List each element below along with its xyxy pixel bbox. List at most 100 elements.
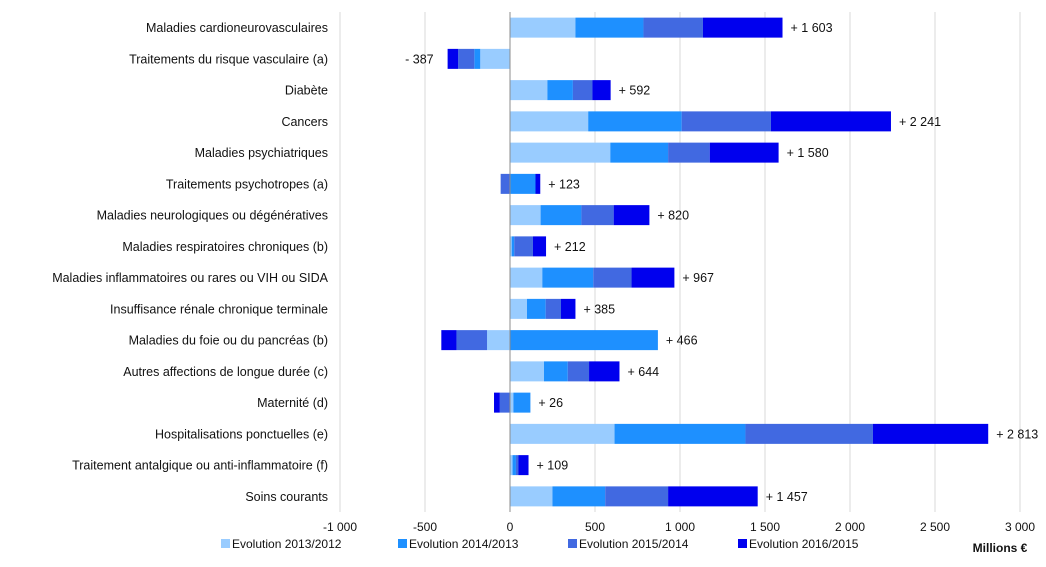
axes: -1 000 -500 0 500 1 000 1 500 2 000 2 500 3 000 M… <box>323 12 1035 555</box>
x-tick-label: 0 <box>507 520 514 534</box>
bar-segment <box>511 236 515 257</box>
bar-segment <box>770 111 891 132</box>
bar-segment <box>487 330 510 351</box>
x-tick-label: 1 000 <box>665 520 695 534</box>
bar-segment <box>572 80 593 101</box>
bar-segment <box>512 455 516 476</box>
bar-segment <box>588 111 682 132</box>
category-label: Autres affections de longue durée (c) <box>123 365 328 379</box>
total-label: + 466 <box>666 334 698 348</box>
bar-segment <box>510 298 527 319</box>
category-label: Traitement antalgique ou anti-inflammato… <box>72 459 328 473</box>
x-tick-label: 3 000 <box>1005 520 1035 534</box>
category-label: Maladies respiratoires chroniques (b) <box>122 240 328 254</box>
bars <box>441 17 989 507</box>
bar-segment <box>544 361 568 382</box>
bar-segment <box>500 173 510 194</box>
bar-segment <box>702 17 783 38</box>
bar-segment <box>542 267 594 288</box>
legend-label: Evolution 2013/2012 <box>232 537 342 551</box>
category-label: Cancers <box>281 115 328 129</box>
x-tick-label: 2 500 <box>920 520 950 534</box>
total-label: + 592 <box>619 84 651 98</box>
bar-segment <box>480 48 510 69</box>
category-label: Maladies neurologiques ou dégénératives <box>97 209 328 223</box>
bar-segment <box>540 205 582 226</box>
total-label: + 385 <box>583 302 615 316</box>
bar-segment <box>581 205 614 226</box>
bar-segment <box>510 267 543 288</box>
bar-segment <box>614 423 746 444</box>
bar-segment <box>513 392 531 413</box>
bar-segment <box>535 173 541 194</box>
legend-swatch <box>221 539 230 548</box>
bar-segment <box>458 48 475 69</box>
bar-segment <box>631 267 675 288</box>
bar-segment <box>510 142 611 163</box>
category-label: Maladies psychiatriques <box>195 146 328 160</box>
bar-segment <box>589 361 620 382</box>
bar-segment <box>499 392 510 413</box>
bar-segment <box>547 80 573 101</box>
bar-segment <box>510 455 513 476</box>
legend-swatch <box>398 539 407 548</box>
bar-segment <box>745 423 873 444</box>
x-axis-title: Millions € <box>973 541 1028 555</box>
labels: Maladies cardioneurovasculaires + 1 603 Tr… <box>52 21 1038 504</box>
x-tick-label: 500 <box>585 520 605 534</box>
total-label: + 967 <box>682 271 714 285</box>
bar-segment <box>872 423 989 444</box>
total-label: + 2 813 <box>996 427 1038 441</box>
bar-segment <box>561 298 576 319</box>
legend-label: Evolution 2016/2015 <box>749 537 859 551</box>
legend-label: Evolution 2014/2013 <box>409 537 519 551</box>
total-label: + 109 <box>537 459 569 473</box>
bar-segment <box>510 173 536 194</box>
bar-segment <box>668 142 710 163</box>
legend-swatch <box>738 539 747 548</box>
bar-segment <box>610 142 669 163</box>
bar-segment <box>510 486 553 507</box>
x-tick-label: 2 000 <box>835 520 865 534</box>
bar-segment <box>510 423 615 444</box>
bar-segment <box>545 298 561 319</box>
x-tick-label: -1 000 <box>323 520 357 534</box>
bar-segment <box>668 486 758 507</box>
category-label: Insuffisance rénale chronique terminale <box>110 302 328 316</box>
bar-segment <box>441 330 457 351</box>
x-tick-label: -500 <box>413 520 437 534</box>
total-label: + 644 <box>627 365 659 379</box>
total-label: - 387 <box>405 52 434 66</box>
category-label: Hospitalisations ponctuelles (e) <box>155 427 328 441</box>
bar-segment <box>474 48 481 69</box>
bar-segment <box>494 392 500 413</box>
bar-segment <box>515 455 519 476</box>
legend-swatch <box>568 539 577 548</box>
total-label: + 2 241 <box>899 115 941 129</box>
total-label: + 1 457 <box>766 490 808 504</box>
category-label: Traitements du risque vasculaire (a) <box>129 52 328 66</box>
bar-segment <box>592 80 611 101</box>
total-label: + 820 <box>657 209 689 223</box>
bar-segment <box>456 330 488 351</box>
category-label: Maladies du foie ou du pancréas (b) <box>129 334 328 348</box>
bar-segment <box>447 48 459 69</box>
bar-segment <box>510 236 512 257</box>
category-label: Maternité (d) <box>257 396 328 410</box>
bar-segment <box>709 142 779 163</box>
x-tick-label: 1 500 <box>750 520 780 534</box>
bar-segment <box>514 236 533 257</box>
bar-segment <box>527 298 546 319</box>
bar-segment <box>567 361 590 382</box>
bar-segment <box>510 80 548 101</box>
bar-segment <box>552 486 606 507</box>
legend: Evolution 2013/2012 Evolution 2014/2013 Ev… <box>221 537 859 551</box>
bar-segment <box>510 17 576 38</box>
total-label: + 123 <box>548 177 580 191</box>
category-label: Maladies inflammatoires ou rares ou VIH … <box>52 271 328 285</box>
bar-segment <box>681 111 771 132</box>
legend-label: Evolution 2015/2014 <box>579 537 689 551</box>
category-label: Diabète <box>285 84 328 98</box>
bar-segment <box>510 361 544 382</box>
